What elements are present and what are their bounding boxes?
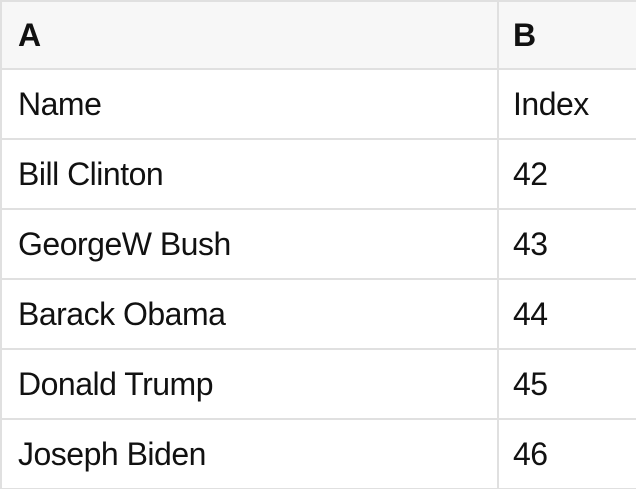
- cell-name: Donald Trump: [2, 350, 499, 420]
- cell-index: 42: [499, 140, 636, 210]
- table-row: Barack Obama 44: [2, 280, 636, 350]
- table-row: GeorgeW Bush 43: [2, 210, 636, 280]
- table-row: Bill Clinton 42: [2, 140, 636, 210]
- cell-name-header: Name: [2, 70, 499, 140]
- cell-index: 44: [499, 280, 636, 350]
- cell-name: Barack Obama: [2, 280, 499, 350]
- column-header-b: B: [499, 2, 636, 70]
- table-row: Name Index: [2, 70, 636, 140]
- column-header-row: A B: [2, 2, 636, 70]
- cell-index: 45: [499, 350, 636, 420]
- cell-name: Bill Clinton: [2, 140, 499, 210]
- cell-index-header: Index: [499, 70, 636, 140]
- cell-name: GeorgeW Bush: [2, 210, 499, 280]
- table-row: Joseph Biden 46: [2, 420, 636, 489]
- table-row: Donald Trump 45: [2, 350, 636, 420]
- cell-name: Joseph Biden: [2, 420, 499, 489]
- cell-index: 46: [499, 420, 636, 489]
- column-header-a: A: [2, 2, 499, 70]
- cell-index: 43: [499, 210, 636, 280]
